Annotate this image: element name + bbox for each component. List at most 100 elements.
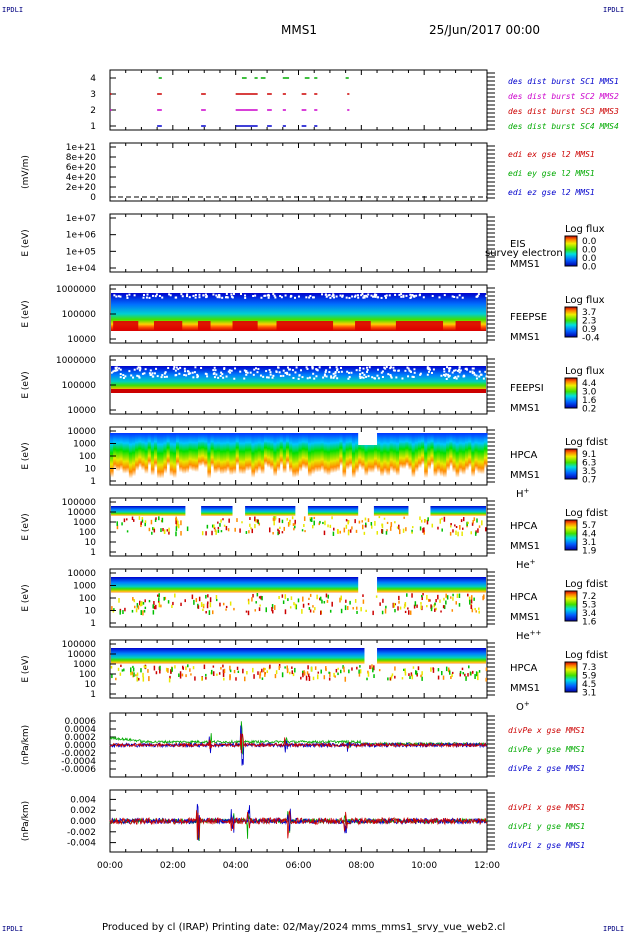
hpca-h-column bbox=[241, 433, 246, 475]
hpca-h-column bbox=[421, 433, 425, 466]
panel-hpca-o-tail-speckle bbox=[441, 670, 443, 676]
feeps-i-speckle bbox=[311, 366, 314, 369]
panel-hpca-he-tail-speckle bbox=[144, 520, 147, 524]
panel-hpca-o-tail-speckle bbox=[478, 670, 481, 673]
panel-hpca-o-tail-speckle bbox=[306, 671, 309, 675]
panel-hpca-hepp-tail-speckle bbox=[225, 605, 228, 609]
panel-hpca-o-tail-speckle bbox=[117, 667, 120, 671]
panel-hpca-he-tail-speckle bbox=[358, 520, 361, 524]
panel-hpca-o-tail-speckle bbox=[220, 666, 222, 670]
panel-hpca-hepp-colorbar-tick: 7.2 bbox=[582, 592, 596, 602]
panel-hpca-hepp-tail-speckle bbox=[340, 595, 342, 601]
panel-hpca-hepp-tail-speckle bbox=[420, 605, 422, 610]
panel-hpca-hepp-tail-speckle bbox=[254, 609, 257, 612]
feeps-i-speckle bbox=[440, 374, 443, 377]
panel-hpca-o-tail-speckle bbox=[372, 667, 374, 673]
panel-hpca-hepp-tail-speckle bbox=[339, 597, 341, 603]
panel-hpca-he-tail-speckle bbox=[324, 520, 326, 526]
panel-hpca-hepp-tail-speckle bbox=[258, 607, 261, 612]
feeps-e-speckle bbox=[181, 295, 184, 298]
panel-hpca-o-tail-speckle bbox=[259, 671, 262, 676]
panel-hpca-o-tail-speckle bbox=[459, 672, 462, 677]
time-axis-label: 04:00 bbox=[223, 861, 249, 871]
panel-hpca-o-tail-speckle bbox=[257, 671, 259, 675]
feeps-i-speckle bbox=[359, 377, 362, 380]
panel-divpe-ytick-label: 0.0000 bbox=[65, 741, 97, 751]
panel-hpca-hepp-tail-speckle bbox=[430, 604, 432, 609]
feeps-i-speckle bbox=[339, 366, 342, 369]
panel-hpca-he-tail-speckle bbox=[322, 521, 324, 525]
panel-hpca-o-tail-speckle bbox=[415, 670, 417, 675]
panel-hpca-hepp-tail-speckle bbox=[416, 604, 418, 608]
panel-hpca-hepp-tail-speckle bbox=[407, 610, 410, 615]
panel-hpca-he-tail-speckle bbox=[220, 519, 222, 523]
feeps-i-speckle bbox=[446, 366, 449, 369]
feeps-e-speckle bbox=[284, 294, 287, 297]
edi-legend-entry: edi ez gse l2 MMS1 bbox=[508, 188, 595, 197]
panel-hpca-he-tail-speckle bbox=[206, 524, 209, 529]
hpca-h-column bbox=[411, 433, 416, 478]
feeps-e-speckle bbox=[400, 295, 403, 298]
panel-hpca-he-tail-speckle bbox=[450, 525, 452, 528]
feeps-i-speckle bbox=[308, 376, 311, 379]
panel-hpca-o-tail-speckle bbox=[229, 675, 231, 681]
feeps-e-speckle bbox=[266, 294, 269, 297]
hpca-h-column bbox=[424, 433, 428, 479]
panel-hpca-hepp-tail-speckle bbox=[360, 607, 362, 612]
eis-colorbar-tick: 0.0 bbox=[582, 237, 597, 247]
panel-hpca-he-ytick-label: 10 bbox=[85, 538, 97, 548]
panel-hpca-o-tail-speckle bbox=[223, 668, 226, 674]
feeps-i-speckle bbox=[245, 371, 248, 374]
feeps-e-speckle bbox=[385, 296, 388, 299]
hpca-h-column bbox=[116, 433, 120, 472]
feeps-i-speckle bbox=[164, 371, 167, 374]
panel-hpca-he-tail-speckle bbox=[303, 516, 306, 521]
panel-hpca-hepp-tail-speckle bbox=[261, 596, 263, 601]
panel-hpca-he-tail-speckle bbox=[274, 516, 277, 520]
feeps-e-speckle bbox=[353, 295, 356, 298]
panel-hpca-o-colorbar-tick: 3.1 bbox=[582, 689, 596, 699]
feeps-i-speckle bbox=[116, 369, 119, 372]
panel-hpca-o-tail-speckle bbox=[334, 675, 336, 678]
feeps-i-speckle bbox=[221, 373, 224, 376]
panel-divpe-ylabel: (nPa/km) bbox=[21, 725, 31, 765]
panel-hpca-o-tail-speckle bbox=[358, 669, 360, 674]
feeps-e-speckle bbox=[438, 296, 441, 299]
panel-hpca-he-tail-speckle bbox=[364, 525, 367, 528]
panel-hpca-he-colorbar-tick: 5.7 bbox=[582, 521, 596, 531]
panel-hpca-o-tail-speckle bbox=[342, 665, 344, 669]
feeps-i-speckle bbox=[358, 369, 361, 372]
panel-hpca-he-tail-speckle bbox=[361, 520, 363, 523]
feeps-i-speckle bbox=[196, 376, 199, 379]
panel-hpca-o-tail-speckle bbox=[115, 677, 117, 681]
feeps-i-label-bottom: MMS1 bbox=[510, 403, 540, 414]
panel-hpca-he-tail-speckle bbox=[347, 529, 350, 532]
panel-hpca-o-tail-speckle bbox=[242, 668, 244, 674]
panel-hpca-he-tail-speckle bbox=[457, 531, 459, 537]
panel-hpca-o-tail-speckle bbox=[212, 665, 215, 668]
panel-hpca-o-tail-speckle bbox=[130, 667, 132, 673]
panel-hpca-hepp-tail-speckle bbox=[184, 599, 186, 603]
feeps-i-speckle bbox=[311, 367, 314, 370]
panel-hpca-hepp-tail-speckle bbox=[136, 603, 139, 608]
panel-hpca-hepp-tail-speckle bbox=[144, 606, 147, 610]
feeps-i-speckle bbox=[361, 371, 364, 374]
panel-hpca-hepp-tail-speckle bbox=[219, 602, 221, 607]
panel-hpca-he-tail-speckle bbox=[278, 518, 281, 523]
panel-hpca-o-tail-speckle bbox=[394, 675, 396, 679]
hpca-h-column bbox=[289, 433, 293, 473]
feeps-i-speckle bbox=[151, 372, 154, 375]
feeps-e-speckle bbox=[476, 295, 479, 298]
panel-hpca-o-tail-speckle bbox=[189, 668, 191, 672]
hpca-h-column bbox=[433, 433, 438, 477]
feeps-e-speckle bbox=[402, 294, 405, 297]
feeps-i-speckle bbox=[213, 372, 216, 375]
panel-hpca-hepp-tail-speckle bbox=[445, 600, 447, 605]
feeps-i-speckle bbox=[136, 374, 139, 377]
panel-hpca-hepp-tail-speckle bbox=[202, 603, 205, 607]
feeps-i-speckle bbox=[443, 367, 446, 370]
panel-hpca-o-tail-speckle bbox=[253, 674, 255, 679]
burst-ytick-label: 3 bbox=[90, 90, 96, 100]
feeps-i-colorbar-title: Log flux bbox=[565, 366, 605, 377]
